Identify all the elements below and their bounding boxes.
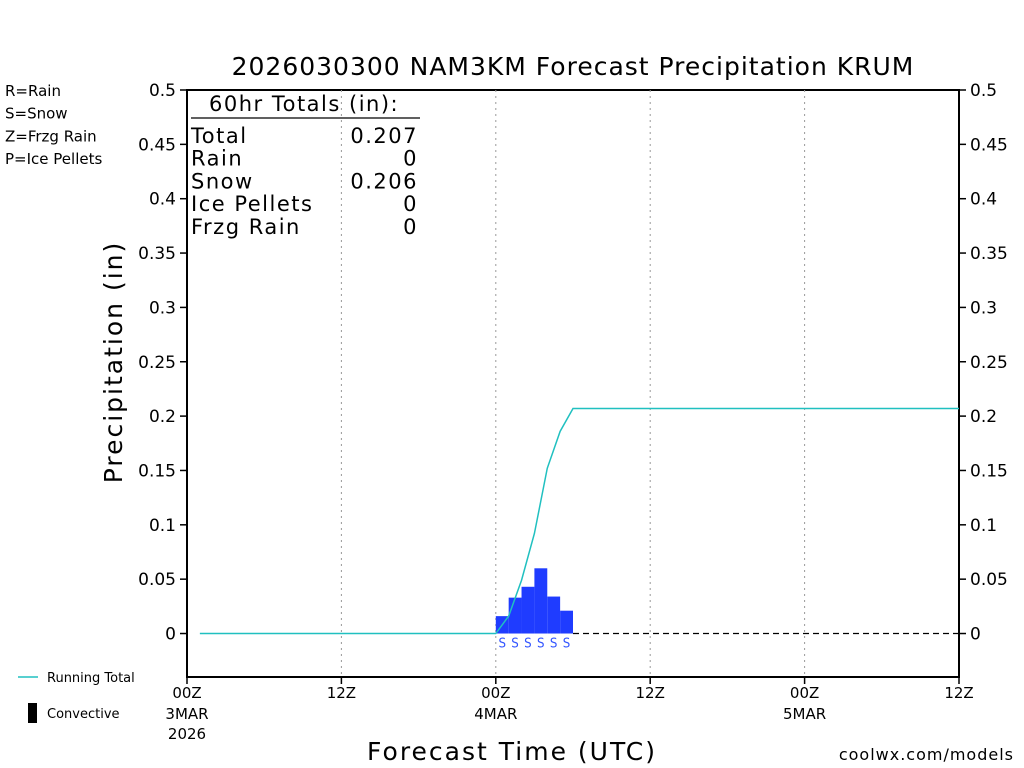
running-total-legend-label: Running Total	[47, 671, 135, 686]
x-tick-date: 5MAR	[783, 705, 826, 723]
grid-lines	[340, 90, 806, 677]
ptype-marker: S	[498, 637, 506, 652]
y-tick-label-right: 0.05	[970, 570, 1008, 590]
ptype-marker: S	[524, 637, 532, 652]
x-tick-year: 2026	[168, 725, 206, 743]
totals-row-label: Rain	[191, 147, 243, 171]
totals-row-value: 0	[403, 192, 418, 216]
y-tick-label-left: 0	[165, 625, 176, 645]
ptype-marker: S	[511, 637, 519, 652]
snow-bar	[521, 586, 535, 634]
ptype-legend-item: P=Ice Pellets	[5, 150, 102, 168]
totals-header: 60hr Totals (in):	[209, 92, 399, 116]
totals-row-label: Frzg Rain	[191, 215, 301, 239]
totals-row-label: Ice Pellets	[191, 192, 313, 216]
y-tick-label-left: 0.15	[138, 461, 176, 481]
ptype-legend-item: S=Snow	[5, 105, 68, 123]
x-tick-date: 4MAR	[474, 705, 517, 723]
ptype-marker: S	[563, 637, 571, 652]
y-tick-label-left: 0.05	[138, 570, 176, 590]
totals-row-label: Snow	[191, 169, 254, 193]
y-tick-label-left: 0.45	[138, 135, 176, 155]
snow-bars	[495, 568, 573, 634]
y-tick-label-left: 0.25	[138, 353, 176, 373]
plot-frame	[186, 89, 960, 678]
y-tick-label-right: 0.25	[970, 353, 1008, 373]
snow-bar	[534, 568, 548, 634]
snow-bar	[508, 597, 522, 634]
convective-legend-swatch	[28, 703, 37, 723]
y-tick-label-right: 0.5	[970, 81, 997, 101]
y-tick-label-right: 0.2	[970, 407, 997, 427]
y-tick-label-left: 0.4	[149, 190, 176, 210]
ptype-legend-item: Z=Frzg Rain	[5, 127, 97, 145]
totals-box: 60hr Totals (in): Total 0.207 Rain 0 Snow 0.2…	[190, 92, 420, 239]
totals-row-value: 0	[403, 215, 418, 239]
y-tick-label-right: 0.3	[970, 298, 997, 318]
y-axis-right: 0 0.05 0.1 0.15 0.2 0.25 0.3 0.35 0.4 0.45 0.5	[959, 81, 1008, 645]
ptype-legend-item: R=Rain	[5, 82, 61, 100]
x-tick-label: 00Z	[172, 684, 201, 702]
snow-bar	[547, 596, 561, 634]
convective-legend-label: Convective	[47, 707, 120, 722]
y-axis-left: 0 0.05 0.1 0.15 0.2 0.25 0.3 0.35 0.4 0.45 0.5	[138, 81, 187, 645]
ptype-legend: R=Rain S=Snow Z=Frzg Rain P=Ice Pellets	[5, 82, 102, 168]
x-axis-label: Forecast Time (UTC)	[367, 737, 657, 766]
credit-text: coolwx.com/models	[839, 745, 1014, 764]
y-tick-label-right: 0.4	[970, 190, 997, 210]
y-tick-label-left: 0.1	[149, 516, 176, 536]
y-tick-label-right: 0.45	[970, 135, 1008, 155]
x-tick-label: 00Z	[790, 684, 819, 702]
totals-row-label: Total	[190, 124, 248, 148]
x-tick-label: 00Z	[481, 684, 510, 702]
y-tick-label-left: 0.2	[149, 407, 176, 427]
y-axis-label: Precipitation (in)	[99, 241, 128, 484]
x-tick-label: 12Z	[944, 684, 973, 702]
ptype-marker: S	[550, 637, 558, 652]
y-tick-label-left: 0.5	[149, 81, 176, 101]
totals-row-value: 0.207	[350, 124, 418, 148]
totals-row-value: 0	[403, 147, 418, 171]
chart-title: 2026030300 NAM3KM Forecast Precipitation…	[232, 52, 915, 81]
y-tick-label-left: 0.35	[138, 244, 176, 264]
y-tick-label-right: 0	[970, 625, 981, 645]
x-tick-date: 3MAR	[165, 705, 208, 723]
y-tick-label-left: 0.3	[149, 298, 176, 318]
running-total-line	[199, 407, 959, 635]
y-tick-label-right: 0.15	[970, 461, 1008, 481]
x-tick-label: 12Z	[636, 684, 665, 702]
snow-bar	[560, 610, 573, 634]
y-tick-label-right: 0.1	[970, 516, 997, 536]
ptype-marker: S	[537, 637, 545, 652]
x-tick-label: 12Z	[327, 684, 356, 702]
totals-row-value: 0.206	[350, 169, 418, 193]
x-axis: 00Z 3MAR 2026 12Z 00Z 4MAR 12Z 00Z 5MAR 12Z	[165, 677, 974, 743]
y-tick-label-right: 0.35	[970, 244, 1008, 264]
